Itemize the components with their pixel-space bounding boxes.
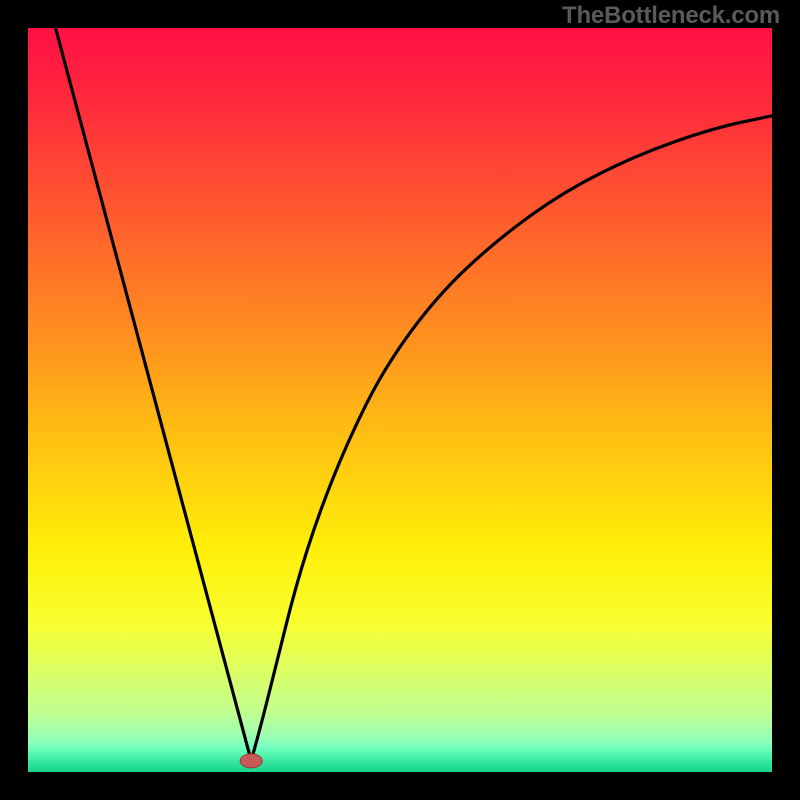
bottleneck-curve: [28, 28, 772, 772]
optimal-point-marker: [240, 754, 262, 768]
plot-area: [28, 28, 772, 772]
watermark-caption: TheBottleneck.com: [562, 2, 780, 30]
chart-container: TheBottleneck.com: [0, 0, 800, 800]
